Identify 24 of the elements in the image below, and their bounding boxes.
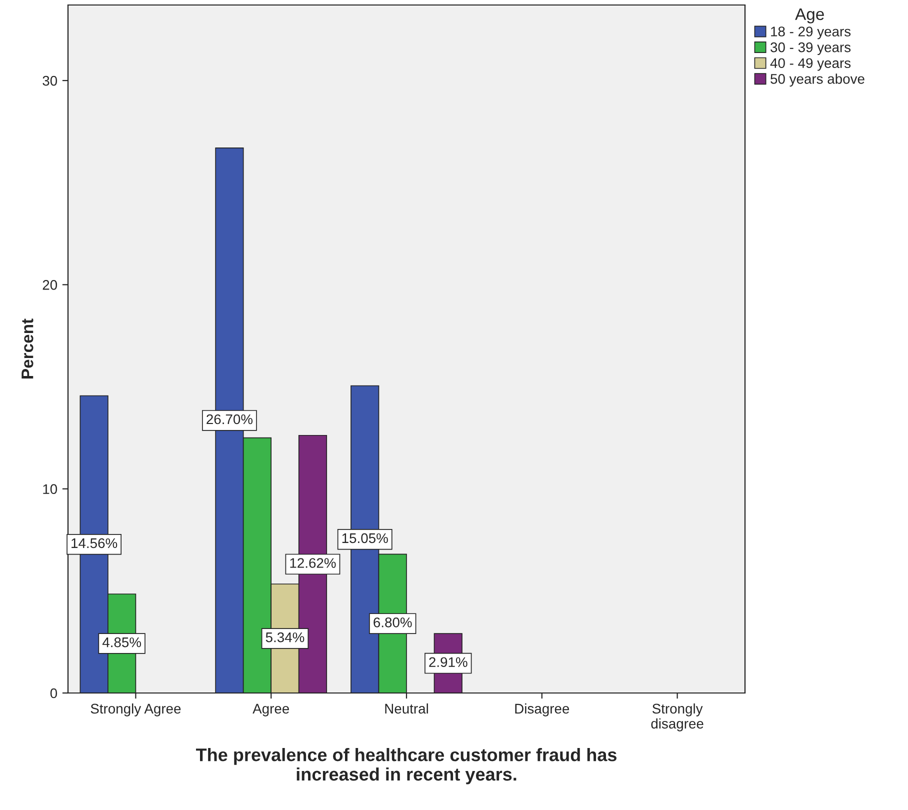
y-axis-title: Percent [22,318,34,378]
data-label: 15.05% [342,533,388,544]
x-tick-label: Agree [252,704,290,716]
data-label: 12.62% [290,558,336,568]
data-label: 2.91% [429,657,468,668]
data-label: 6.80% [374,617,412,628]
legend-label: 50 years above [770,74,864,87]
x-tick-label: Neutral [385,703,428,714]
x-tick-label: Strongly disagree [651,703,704,732]
data-label: 5.34% [266,632,304,642]
x-tick-label: Disagree [515,703,570,716]
data-label: 26.70% [206,414,253,424]
data-label: 14.56% [72,538,118,548]
data-label: 4.85% [102,637,142,648]
y-tick-label: 0 [50,688,58,698]
y-tick-label: 10 [43,484,58,494]
legend-label: 30 - 39 years [770,42,851,55]
legend-title: Age [795,8,824,24]
legend-label: 18 - 29 years [771,26,851,40]
x-tick-label: Strongly Agree [90,703,181,716]
y-tick-label: 30 [42,76,58,86]
legend-label: 40 - 49 years [770,58,851,71]
y-tick-label: 20 [42,280,58,290]
x-axis-title: The prevalence of healthcare customer fraud has increased in recent years. [196,748,616,784]
